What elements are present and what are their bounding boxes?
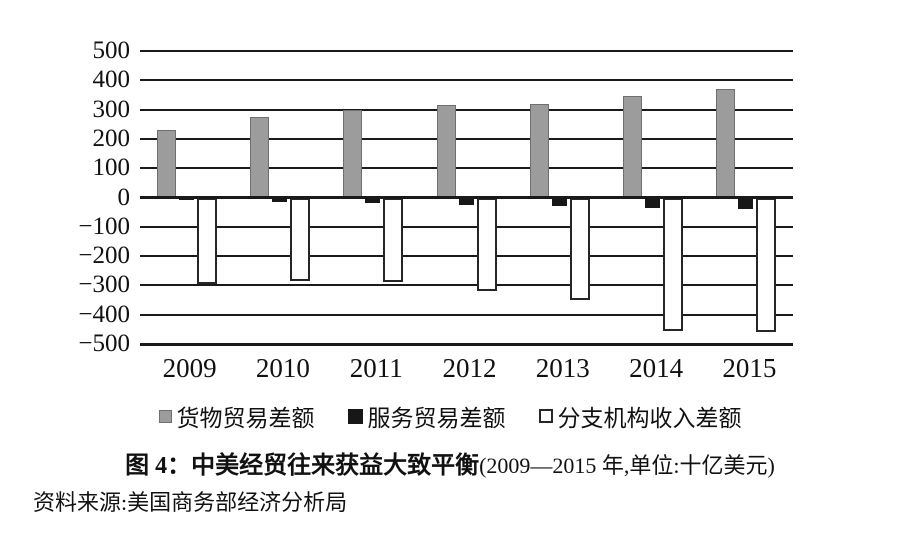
- bar-goods-trade-balance-2011: [343, 109, 363, 198]
- figure-title-text: 中美经贸往来获益大致平衡: [191, 453, 480, 479]
- y-gridline--400: [140, 313, 793, 316]
- bar-services-trade-balance-2015: [738, 197, 754, 210]
- legend-item-services-trade-balance: 服务贸易差额: [347, 399, 506, 433]
- legend-label-services-trade-balance: 服务贸易差额: [367, 406, 506, 431]
- x-tick-label-2011: 2011: [349, 353, 403, 383]
- y-tick-label--200: −200: [78, 242, 130, 270]
- y-tick-label-400: 400: [92, 66, 131, 94]
- bar-branch-income-balance-2010: [289, 197, 310, 281]
- y-tick-label--400: −400: [78, 300, 130, 328]
- bar-chart-plot-area: [140, 50, 793, 346]
- y-tick-label--300: −300: [78, 271, 130, 299]
- data-source-note: 资料来源:美国商务部经济分析局: [33, 490, 348, 515]
- y-tick-label-500: 500: [92, 37, 131, 64]
- x-tick-label-2010: 2010: [255, 353, 310, 383]
- bar-services-trade-balance-2010: [271, 197, 287, 202]
- legend-item-goods-trade-balance: 货物贸易差额: [158, 399, 315, 433]
- y-tick-label-300: 300: [92, 95, 131, 123]
- legend-swatch-services-trade-balance-icon: [347, 408, 363, 424]
- y-gridline-300: [140, 108, 793, 111]
- bar-branch-income-balance-2013: [569, 197, 590, 301]
- bar-services-trade-balance-2012: [458, 197, 474, 205]
- bar-goods-trade-balance-2012: [436, 105, 456, 198]
- legend-label-goods-trade-balance: 货物贸易差额: [176, 406, 315, 431]
- x-tick-label-2015: 2015: [722, 353, 777, 383]
- bar-goods-trade-balance-2010: [249, 116, 269, 198]
- bar-branch-income-balance-2009: [196, 197, 217, 284]
- y-gridline-200: [140, 137, 793, 140]
- x-tick-label-2013: 2013: [535, 353, 590, 383]
- figure-number-label: 图 4：: [125, 453, 192, 479]
- bar-goods-trade-balance-2009: [156, 130, 176, 198]
- y-gridline--200: [140, 255, 793, 258]
- y-gridline-400: [140, 79, 793, 82]
- chart-legend: 货物贸易差额 服务贸易差额 分支机构收入差额: [0, 399, 900, 433]
- x-tick-label-2014: 2014: [629, 353, 684, 383]
- legend-label-branch-income-balance: 分支机构收入差额: [557, 406, 742, 431]
- figure-title-note: (2009—2015 年,单位:十亿美元): [479, 453, 775, 478]
- y-tick-label-200: 200: [92, 124, 131, 152]
- legend-item-branch-income-balance: 分支机构收入差额: [538, 399, 742, 433]
- legend-swatch-goods-trade-balance-icon: [158, 409, 172, 423]
- y-tick-label-100: 100: [92, 154, 131, 182]
- y-gridline-100: [140, 167, 793, 170]
- y-gridline--300: [140, 284, 793, 287]
- y-tick-label-0: 0: [117, 183, 131, 211]
- x-tick-label-2009: 2009: [162, 353, 217, 383]
- bar-services-trade-balance-2014: [645, 197, 661, 208]
- bar-services-trade-balance-2011: [365, 197, 381, 204]
- x-tick-label-2012: 2012: [442, 353, 497, 383]
- bar-branch-income-balance-2011: [383, 197, 404, 283]
- bar-branch-income-balance-2014: [663, 197, 684, 331]
- legend-swatch-branch-income-balance-icon: [538, 409, 553, 423]
- figure-title: 图 4：中美经贸往来获益大致平衡(2009—2015 年,单位:十亿美元): [0, 450, 900, 482]
- y-tick-label--100: −100: [78, 212, 130, 240]
- bar-branch-income-balance-2015: [756, 197, 777, 333]
- bar-goods-trade-balance-2015: [716, 89, 736, 198]
- y-gridline--500: [140, 342, 793, 346]
- y-gridline-500: [140, 50, 793, 52]
- y-gridline--100: [140, 225, 793, 228]
- y-tick-label--500: −500: [78, 330, 130, 357]
- bar-goods-trade-balance-2014: [623, 96, 643, 198]
- bar-goods-trade-balance-2013: [529, 103, 549, 198]
- bar-services-trade-balance-2013: [551, 197, 567, 207]
- bar-branch-income-balance-2012: [476, 197, 497, 292]
- zero-axis-line: [140, 196, 793, 199]
